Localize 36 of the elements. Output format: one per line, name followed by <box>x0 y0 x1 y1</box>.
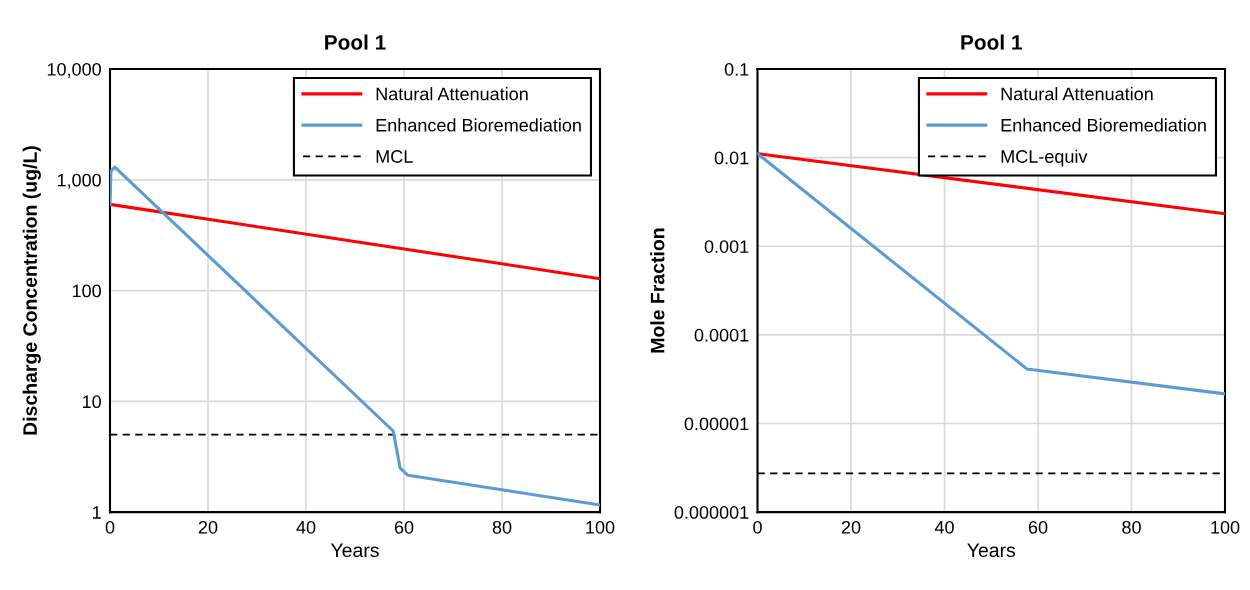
x-axis-title: Years <box>330 543 379 558</box>
chart-title: Pool 1 <box>325 34 386 50</box>
x-tick-label: 20 <box>198 520 218 534</box>
y-tick-label: 1 <box>93 506 101 519</box>
x-tick-label: 40 <box>934 520 954 534</box>
legend-label: Enhanced Bioremediation <box>1001 118 1206 132</box>
legend-label: Natural Attenuation <box>376 87 528 101</box>
y-tick-label: 0.01 <box>714 151 749 165</box>
legend-label: Natural Attenuation <box>1001 87 1153 101</box>
x-tick-label: 60 <box>1028 520 1048 534</box>
y-tick-label: 0.001 <box>704 240 749 253</box>
y-axis-title: Mole Fraction <box>650 228 665 353</box>
x-tick-label: 20 <box>841 520 861 534</box>
x-tick-label: 100 <box>1211 520 1240 534</box>
y-tick-label: 10 <box>82 395 101 409</box>
legend-label: Enhanced Bioremediation <box>376 118 581 132</box>
y-tick-label: 0.000001 <box>674 506 749 519</box>
x-tick-label: 60 <box>394 520 414 534</box>
chart-title: Pool 1 <box>961 34 1022 50</box>
x-axis-title: Years <box>967 543 1016 558</box>
x-tick-label: 100 <box>586 520 615 534</box>
x-tick-label: 40 <box>296 520 316 534</box>
x-tick-label: 80 <box>492 520 512 534</box>
x-tick-label: 0 <box>105 520 115 534</box>
y-tick-label: 0.00001 <box>684 417 749 431</box>
y-axis-title: Discharge Concentration (ug/L) <box>22 146 41 435</box>
y-tick-label: 0.1 <box>724 62 749 76</box>
legend-label: MCL <box>376 150 413 163</box>
line-series <box>110 165 600 507</box>
y-tick-label: 0.0001 <box>694 328 749 342</box>
x-tick-label: 0 <box>753 520 762 534</box>
x-tick-label: 80 <box>1122 520 1141 534</box>
y-tick-label: 10,000 <box>47 62 101 78</box>
y-tick-label: 1,000 <box>57 173 101 189</box>
y-tick-label: 100 <box>72 284 101 298</box>
legend-label: MCL-equiv <box>1001 149 1088 167</box>
